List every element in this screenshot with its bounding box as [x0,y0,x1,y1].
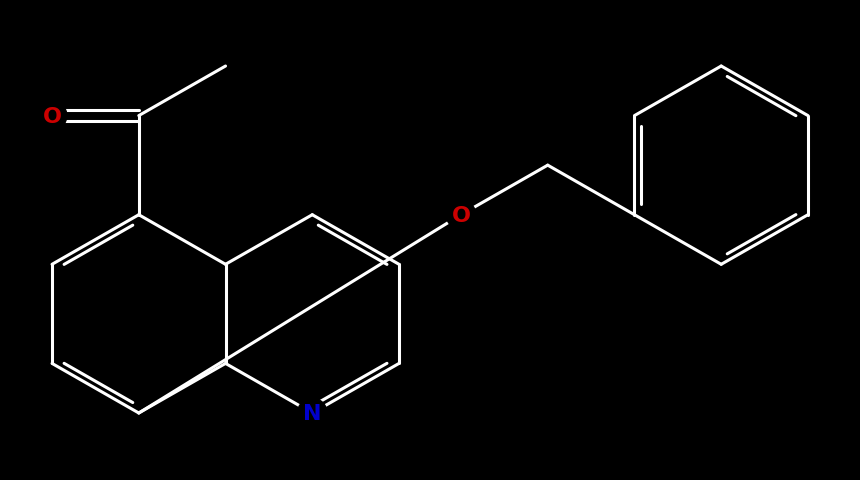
Text: O: O [42,107,62,126]
Circle shape [446,201,476,230]
Text: N: N [303,403,322,423]
Text: O: O [452,205,470,225]
Circle shape [298,398,327,428]
Circle shape [37,102,67,131]
